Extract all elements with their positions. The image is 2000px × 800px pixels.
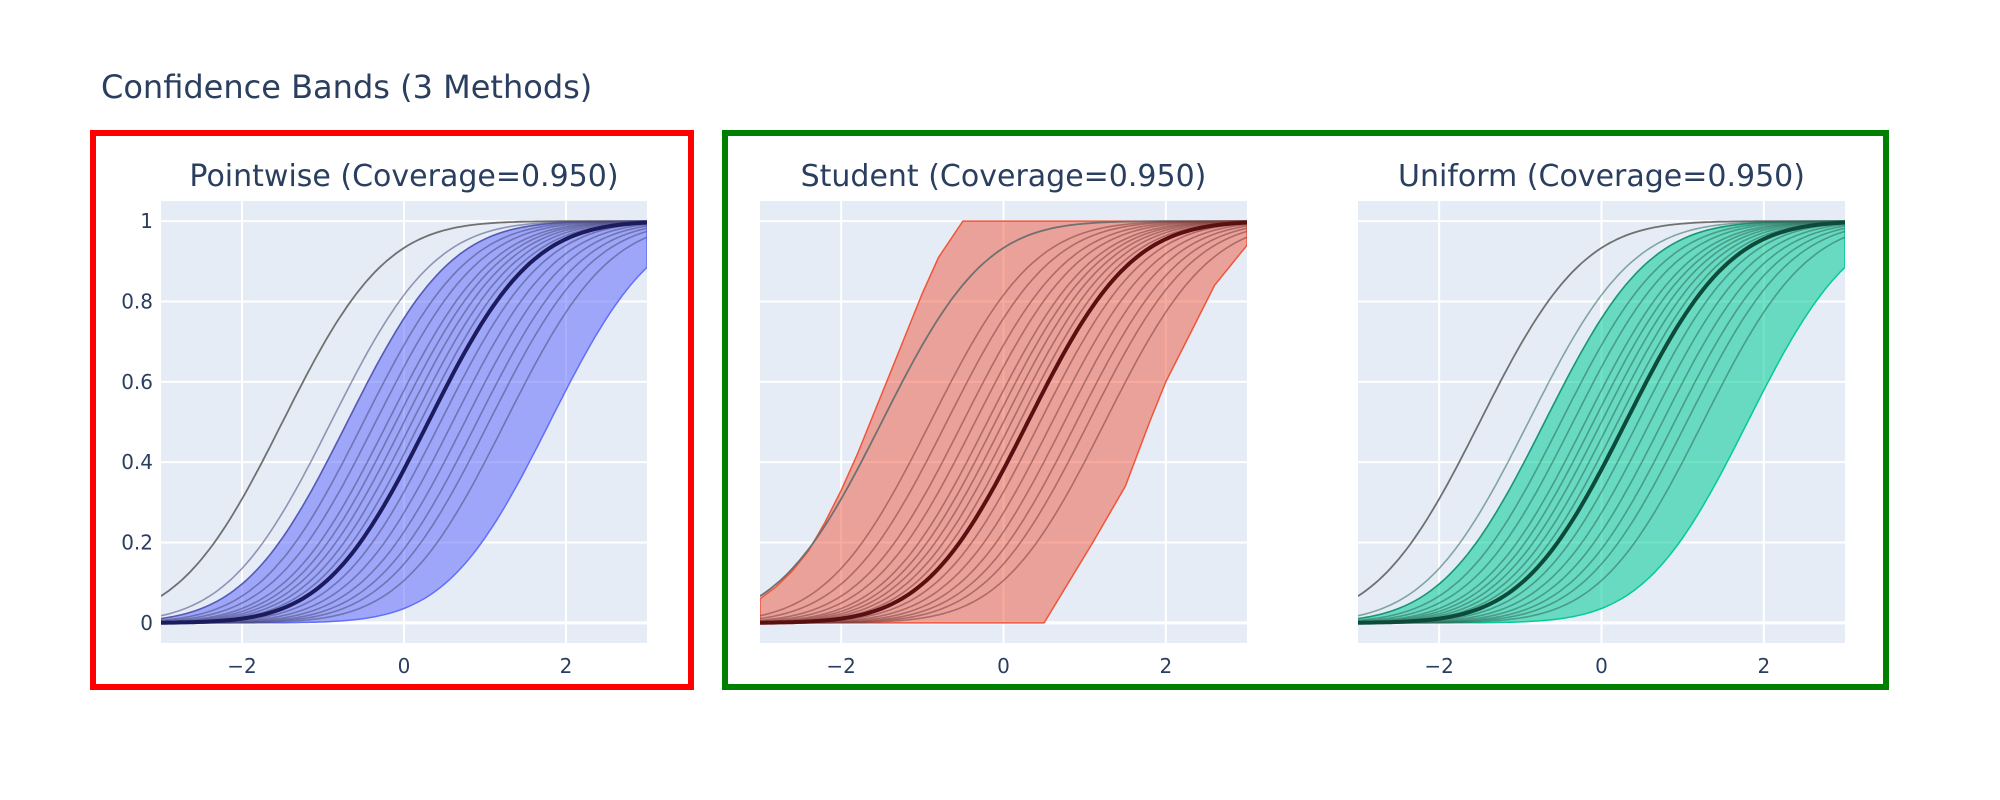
sample-curve	[1358, 220, 1845, 623]
x-tick-label: 2	[560, 654, 573, 678]
plot-area	[161, 220, 647, 625]
highlight-box-green	[722, 130, 1889, 690]
sample-curve	[161, 236, 647, 624]
sample-curve	[760, 236, 1247, 624]
y-tick-label: 0.2	[121, 531, 153, 555]
mean-curve	[1358, 220, 1845, 625]
subplot-title: Uniform (Coverage=0.950)	[1398, 159, 1805, 194]
sample-curve	[1358, 220, 1845, 620]
x-tick-label: 0	[1595, 654, 1608, 678]
panel-3: Uniform (Coverage=0.950) −2 0 2	[1358, 159, 1845, 678]
subplot-title: Pointwise (Coverage=0.950)	[189, 159, 618, 194]
sample-curve	[1358, 236, 1845, 624]
sample-curve	[1358, 220, 1845, 624]
x-tick-label: 0	[398, 654, 411, 678]
x-tick-label: −2	[227, 654, 256, 678]
x-tick-label: 2	[1757, 654, 1770, 678]
sample-curve	[161, 220, 647, 623]
y-tick-label: 1	[140, 209, 153, 233]
x-tick-label: −2	[826, 654, 855, 678]
x-tick-label: −2	[1424, 654, 1453, 678]
sample-curve	[161, 220, 647, 622]
plot-area	[760, 220, 1247, 625]
sample-curve	[1358, 220, 1845, 622]
sample-curve	[760, 220, 1247, 623]
sample-curve	[161, 220, 647, 624]
sample-curve	[760, 220, 1247, 620]
sample-curve	[161, 221, 647, 624]
mean-curve	[161, 220, 647, 625]
sample-curve	[161, 220, 647, 623]
y-tick-label: 0.4	[121, 450, 153, 474]
x-tick-label: 2	[1159, 654, 1172, 678]
sample-curve	[760, 220, 1247, 622]
subplot-title: Student (Coverage=0.950)	[801, 159, 1207, 194]
sample-curve	[760, 220, 1247, 623]
y-tick-label: 0.8	[121, 289, 153, 313]
sample-curve	[760, 220, 1247, 623]
y-tick-label: 0.6	[121, 370, 153, 394]
sample-curve	[760, 221, 1247, 624]
mean-curve	[760, 220, 1247, 625]
figure-title: Confidence Bands (3 Methods)	[101, 68, 592, 106]
panel-2: Student (Coverage=0.950) −2 0 2	[760, 159, 1247, 678]
sample-curve	[1358, 221, 1845, 624]
x-tick-label: 0	[997, 654, 1010, 678]
sample-curve	[161, 220, 647, 620]
highlight-box-red	[90, 130, 694, 690]
sample-curve	[1358, 220, 1845, 623]
panel-1: Pointwise (Coverage=0.950) −2 0 2 0 0.2 0.4 0.6…	[121, 159, 647, 678]
sample-curve	[760, 220, 1247, 624]
y-tick-label: 0	[140, 611, 153, 635]
sample-curve	[161, 220, 647, 623]
plot-area	[1358, 220, 1845, 625]
sample-curve	[1358, 220, 1845, 623]
